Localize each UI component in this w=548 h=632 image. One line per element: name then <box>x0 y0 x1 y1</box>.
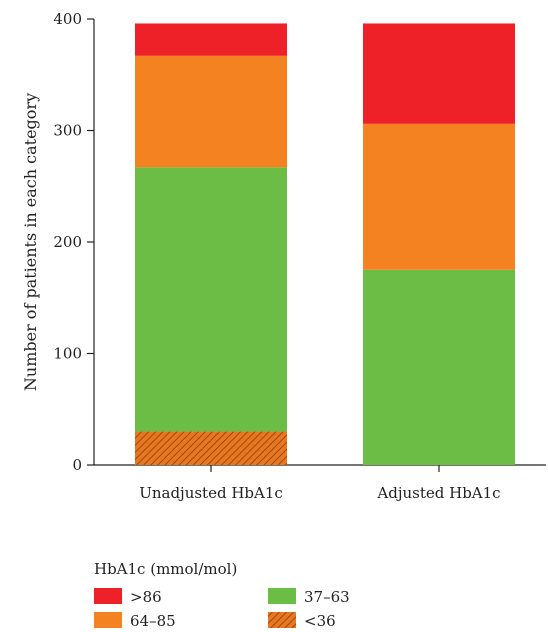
bar-segment <box>135 23 287 56</box>
x-tick-label: Unadjusted HbA1c <box>139 484 283 502</box>
y-tick-label: 300 <box>53 122 82 140</box>
legend-swatch <box>268 588 296 604</box>
legend-swatch <box>94 588 122 604</box>
legend-title: HbA1c (mmol/mol) <box>94 560 237 578</box>
bar-segment <box>135 167 287 432</box>
y-tick-label: 200 <box>53 233 82 251</box>
bar-segment <box>135 55 287 168</box>
y-tick-label: 100 <box>53 345 82 363</box>
bar-segment <box>135 431 287 465</box>
legend-swatch <box>268 612 296 628</box>
legend-label: 37–63 <box>304 588 350 606</box>
x-tick-label: Adjusted HbA1c <box>376 484 500 502</box>
y-tick-label: 400 <box>53 10 82 28</box>
legend-label: >86 <box>130 588 162 606</box>
bar-segment <box>363 23 515 124</box>
bar-segment <box>363 123 515 270</box>
bar-segment <box>363 269 515 465</box>
legend-label: <36 <box>304 612 336 628</box>
legend-swatch <box>94 612 122 628</box>
legend-label: 64–85 <box>130 612 176 628</box>
y-tick-label: 0 <box>72 456 82 474</box>
y-axis-title: Number of patients in each category <box>21 93 40 391</box>
